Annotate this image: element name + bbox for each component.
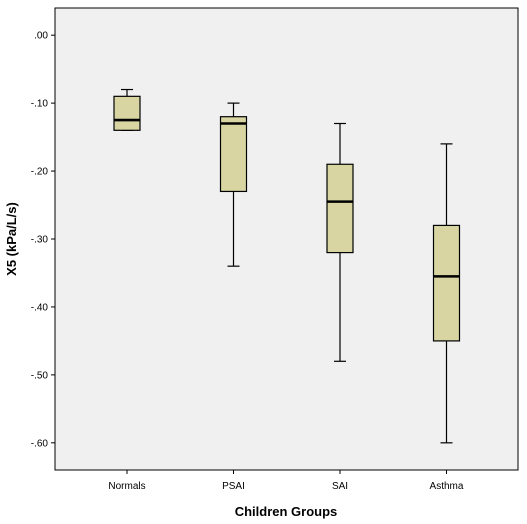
x-tick-label: PSAI [222,481,245,492]
box-normals [113,88,141,131]
y-tick-label: -.50 [31,370,49,381]
box-sai [326,122,354,362]
iqr-box [219,116,248,193]
iqr-box [326,163,354,254]
boxes-layer [113,88,461,444]
y-tick-label: -.30 [31,235,49,246]
x-axis: Normals PSAI SAI Asthma [108,470,464,492]
y-tick-label: .00 [34,31,48,42]
iqr-box [432,224,461,342]
box-asthma [432,143,461,444]
y-axis: .00 -.10 -.20 -.30 -.40 -.50 -.60 [31,31,55,449]
y-tick-label: -.10 [31,99,49,110]
y-tick-label: -.60 [31,438,49,449]
y-tick-label: -.40 [31,302,49,313]
x-tick-label: Normals [108,481,145,492]
x-axis-title: Children Groups [235,504,338,519]
y-axis-title: X5 (kPa/L/s) [4,202,19,276]
iqr-box [113,95,141,131]
x-tick-label: Asthma [430,481,464,492]
y-tick-label: -.20 [31,167,49,178]
box-psai [219,102,248,267]
x-tick-label: SAI [332,481,348,492]
